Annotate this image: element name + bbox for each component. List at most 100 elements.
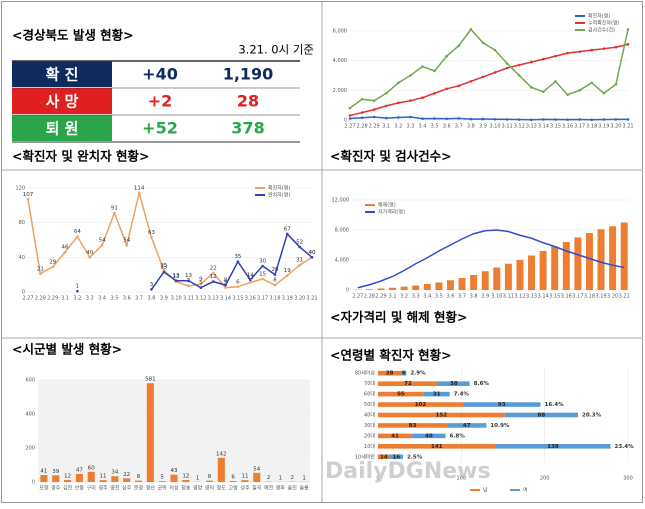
x-tick-label: 3.7 [458, 294, 466, 300]
x-tick-label: 3.2 [394, 124, 402, 130]
point [421, 96, 424, 99]
point-label: 114 [134, 186, 145, 192]
y-tick-label: 30대 [364, 422, 375, 429]
x-tick-label: 3.10 [489, 124, 500, 130]
bar-label: 60 [88, 465, 95, 471]
bar [64, 480, 71, 482]
bar [135, 481, 142, 482]
point-label: 13 [173, 273, 180, 279]
x-tick-label: 3.12 [195, 296, 206, 302]
legend-label: 확진자(명) [588, 13, 610, 20]
point [261, 278, 264, 281]
bar [99, 480, 106, 482]
bar [459, 278, 466, 290]
row-total: 1,190 [223, 65, 274, 84]
y-tick-label: 6,000 [333, 28, 347, 34]
bar-label: 8 [137, 474, 141, 480]
x-tick-label: 3.5 [110, 296, 118, 302]
x-tick-label: 안동 [75, 485, 85, 492]
x-tick-label: 2.29 [47, 296, 58, 302]
segment-label: 138 [547, 444, 559, 450]
x-tick-label: 3.18 [269, 296, 280, 302]
x-tick-label: 3.14 [220, 296, 231, 302]
x-tick-label: 3.4 [98, 296, 106, 302]
chart-title: <시군별 발생 현황> [12, 342, 122, 357]
x-tick-label: 3.21 [619, 294, 630, 300]
segment-label: 102 [415, 402, 427, 408]
x-tick-label: 3.14 [538, 124, 549, 130]
bar [598, 229, 605, 290]
point [603, 47, 606, 50]
legend-label: 누적확진자(명) [588, 20, 620, 27]
point [261, 265, 264, 268]
segment-label: 38 [450, 381, 458, 387]
legend-label: 확진자(명) [268, 185, 290, 192]
point [101, 244, 104, 247]
x-tick-label: 3.11 [183, 296, 194, 302]
point [361, 111, 364, 114]
y-tick-label: 20대 [364, 432, 375, 439]
chart-title: <확진자 및 검사건수> [330, 149, 452, 164]
segment-label: 152 [436, 413, 448, 419]
point [603, 92, 606, 95]
x-tick-label: 3.11 [503, 294, 514, 300]
point [409, 74, 412, 77]
point [578, 89, 581, 92]
point [125, 244, 128, 247]
bar [88, 472, 95, 482]
row-change: +40 [142, 65, 178, 84]
x-tick-label: 3.5 [435, 294, 443, 300]
basis-date: 3.21. 0시 기준 [238, 43, 314, 57]
bar [230, 481, 237, 482]
point [554, 55, 557, 58]
bar [505, 264, 512, 290]
point-label: 1 [76, 284, 80, 290]
point [494, 49, 497, 52]
point [286, 274, 289, 277]
point [590, 82, 593, 85]
x-tick-label: 3.20 [610, 124, 621, 130]
point [578, 50, 581, 53]
point [212, 280, 215, 283]
point-label: 52 [296, 239, 303, 245]
point [298, 246, 301, 249]
point-label: 40 [309, 250, 316, 256]
point-label: 20 [271, 267, 278, 273]
bar [52, 475, 59, 482]
point-label: 12 [210, 274, 217, 280]
x-tick-label: 3.18 [584, 294, 595, 300]
y-tick-label: 0 [346, 288, 349, 294]
bar [366, 289, 373, 290]
x-tick-label: 영양 [193, 485, 203, 492]
row-total: 28 [237, 92, 259, 111]
point-label: 23 [160, 265, 167, 271]
bar-label: 12 [64, 473, 71, 479]
x-tick-label: 청도 [217, 486, 227, 492]
x-tick-label: 2.28 [357, 124, 368, 130]
x-tick-label: 김천 [63, 485, 73, 492]
x-tick-label: 경주 [51, 485, 61, 492]
x-tick-label: 상주 [122, 485, 132, 492]
x-tick-label: 3.7 [455, 124, 463, 130]
x-tick-label: 2.27 [352, 294, 363, 300]
x-tick-label: 3.3 [86, 296, 94, 302]
x-tick-label: 포항 [39, 485, 49, 492]
bar [123, 478, 130, 482]
point [542, 118, 545, 121]
x-tick-label: 3.17 [257, 296, 268, 302]
point-label: 40 [86, 250, 93, 256]
point [187, 279, 190, 282]
bar [182, 480, 189, 482]
x-tick-label: 경산 [146, 485, 156, 492]
bar [218, 458, 225, 482]
point-label: 22 [210, 265, 217, 271]
series-line [350, 117, 628, 120]
y-tick-label: 120 [15, 186, 25, 192]
point [76, 235, 79, 238]
bar [540, 251, 547, 290]
point-label: 14 [247, 272, 254, 278]
point [590, 49, 593, 52]
y-tick-label: 0 [32, 480, 35, 486]
point [554, 118, 557, 121]
bar-label: 54 [253, 466, 260, 472]
